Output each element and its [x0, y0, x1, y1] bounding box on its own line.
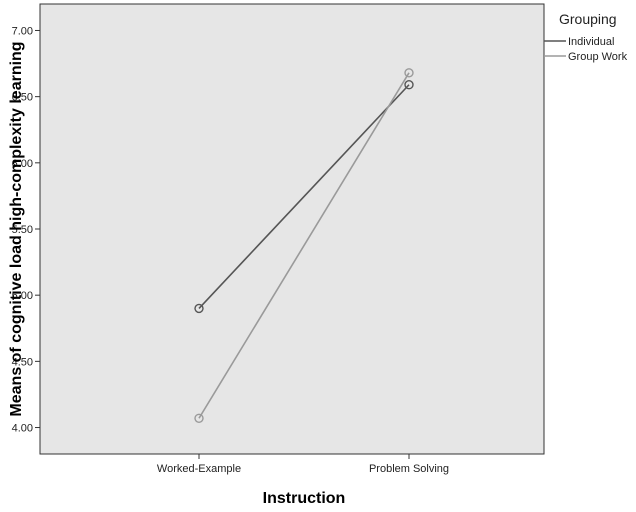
plot-area	[39, 3, 545, 455]
data-point	[404, 80, 414, 90]
legend-title: Grouping	[559, 11, 617, 27]
y-tick-label: 4.00	[12, 423, 33, 435]
x-tick-label: Worked-Example	[157, 463, 241, 475]
x-tick-label: Problem Solving	[369, 463, 449, 475]
y-tick-label: 6.50	[12, 92, 33, 104]
x-axis: Worked-Example Problem Solving	[157, 454, 449, 475]
series-line-individual	[198, 84, 410, 309]
y-tick-label: 7.00	[12, 25, 33, 37]
y-tick-label: 5.00	[12, 290, 33, 302]
y-axis: 4.00 4.50 5.00 5.50 6.00 6.50 7.00	[12, 25, 40, 435]
series-layer	[194, 68, 414, 423]
legend-label: Group Work	[568, 51, 628, 63]
x-axis-title: Instruction	[263, 490, 346, 507]
y-tick-label: 4.50	[12, 356, 33, 368]
series-line-group-work	[198, 72, 410, 419]
y-tick-label: 5.50	[12, 224, 33, 236]
y-tick-label: 6.00	[12, 158, 33, 170]
y-axis-title: Means of cognitive load high-complexity …	[8, 41, 25, 416]
data-point	[194, 413, 204, 423]
data-point	[194, 303, 204, 314]
data-point	[404, 68, 414, 78]
legend: Grouping Individual Group Work	[544, 11, 628, 63]
legend-label: Individual	[568, 36, 614, 48]
